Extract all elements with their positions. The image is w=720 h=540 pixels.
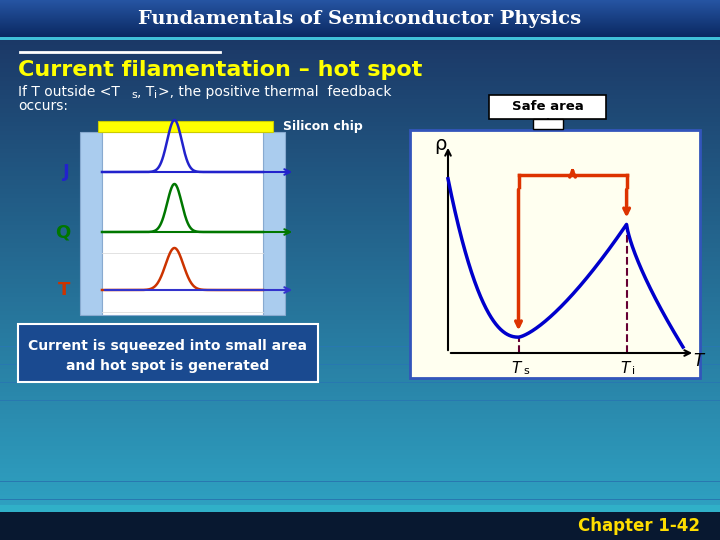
- Text: Current filamentation – hot spot: Current filamentation – hot spot: [18, 60, 423, 80]
- Text: i: i: [631, 366, 635, 376]
- Text: Safe area: Safe area: [512, 100, 583, 113]
- Bar: [410, 130, 700, 378]
- Bar: [98, 121, 273, 132]
- Text: and hot spot is generated: and hot spot is generated: [66, 359, 269, 373]
- Bar: [533, 119, 562, 129]
- Text: Silicon chip: Silicon chip: [283, 120, 363, 133]
- FancyBboxPatch shape: [489, 95, 606, 119]
- Text: Current is squeezed into small area: Current is squeezed into small area: [29, 339, 307, 353]
- Text: i: i: [154, 90, 157, 100]
- Bar: [263, 132, 285, 315]
- Text: T: T: [58, 281, 70, 299]
- Text: J: J: [63, 163, 70, 181]
- Text: occurs:: occurs:: [18, 99, 68, 113]
- Text: T: T: [620, 361, 629, 376]
- Bar: [102, 132, 263, 315]
- FancyBboxPatch shape: [18, 324, 318, 382]
- Text: Chapter 1-42: Chapter 1-42: [578, 517, 700, 535]
- Text: Fundamentals of Semiconductor Physics: Fundamentals of Semiconductor Physics: [138, 10, 582, 28]
- Text: T: T: [512, 361, 521, 376]
- Text: T: T: [693, 352, 703, 370]
- Text: s: s: [523, 366, 529, 376]
- Text: ρ: ρ: [434, 136, 446, 154]
- Text: >, the positive thermal  feedback: >, the positive thermal feedback: [158, 85, 392, 99]
- Bar: [80, 132, 102, 315]
- Text: s: s: [131, 90, 137, 100]
- Text: If T outside <T: If T outside <T: [18, 85, 120, 99]
- Text: Q: Q: [55, 223, 70, 241]
- Text: , T: , T: [137, 85, 154, 99]
